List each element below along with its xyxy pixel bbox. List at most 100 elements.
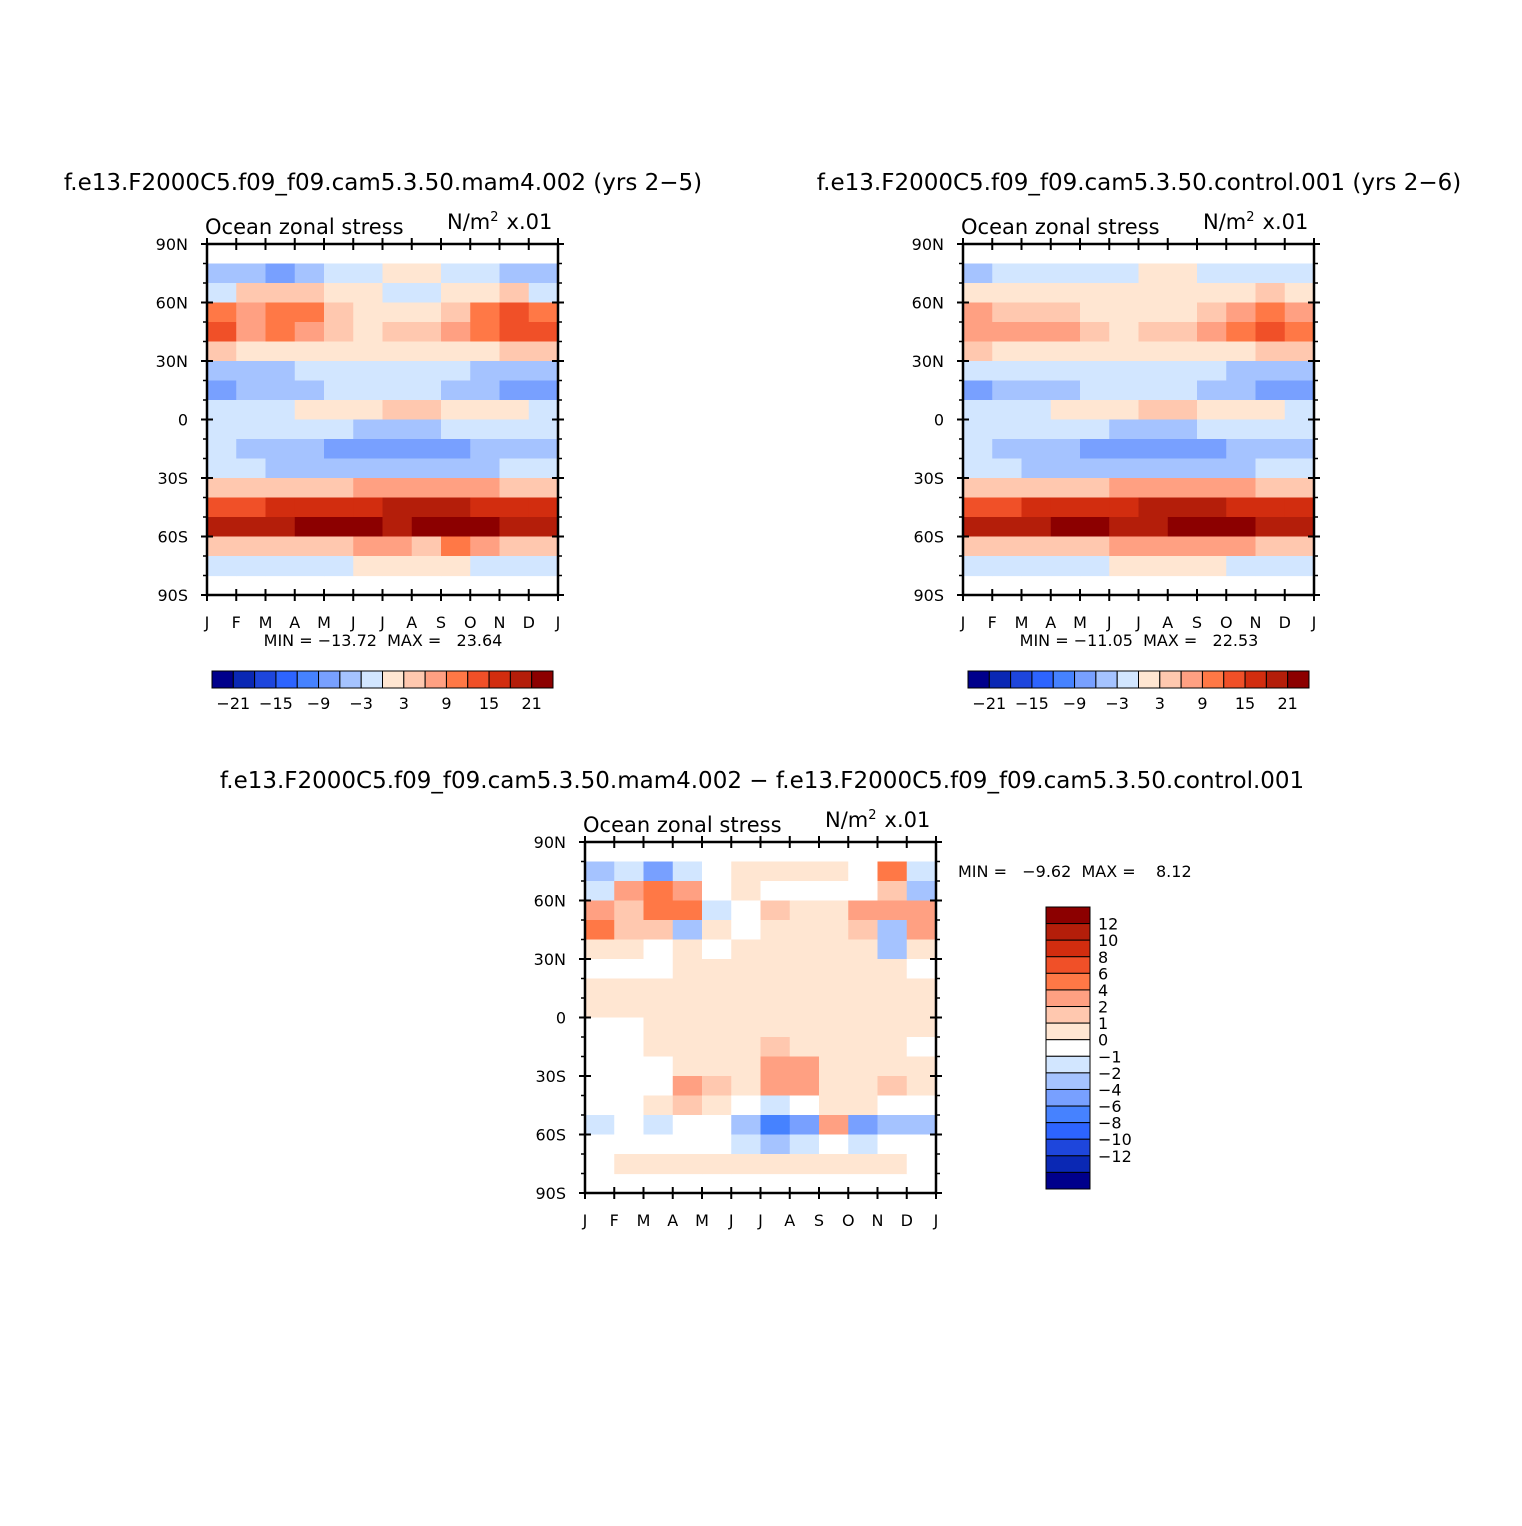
heatmap-cell (411, 556, 442, 577)
colorbar-swatch (1045, 1039, 1091, 1057)
heatmap-cell (992, 380, 1023, 401)
y-tick-label: 30S (157, 469, 188, 488)
colorbar-swatch (211, 670, 234, 689)
heatmap-cell (382, 302, 413, 323)
heatmap-cell (731, 1095, 762, 1116)
heatmap-cell (207, 478, 237, 499)
heatmap-cell (353, 341, 384, 362)
heatmap-cell (614, 978, 645, 999)
heatmap-cell (528, 302, 559, 323)
y-tick-label: 90N (912, 235, 944, 254)
heatmap-cell (1197, 419, 1227, 440)
heatmap-cell (1226, 556, 1257, 577)
heatmap-cell (1167, 341, 1198, 362)
units-label: N/m2 x.01 (447, 210, 552, 234)
heatmap-cell (1255, 380, 1286, 401)
heatmap-cell (265, 361, 296, 382)
colorbar-label: −8 (1098, 1114, 1122, 1133)
colorbar-label: −21 (216, 694, 250, 713)
heatmap-cell (411, 517, 442, 538)
heatmap-cell (1167, 400, 1198, 421)
heatmap-cell (1226, 400, 1257, 421)
heatmap-cell (963, 302, 993, 323)
heatmap-cell (441, 419, 471, 440)
heatmap-cell (906, 900, 937, 921)
colorbar-label: 2 (1098, 998, 1108, 1017)
heatmap-cell (963, 283, 993, 304)
colorbar-swatch (232, 670, 256, 689)
heatmap-cell (848, 900, 879, 921)
y-tick-label: 30N (534, 950, 566, 969)
heatmap-cell (207, 302, 237, 323)
heatmap-cell (731, 998, 762, 1019)
heatmap-cell (702, 959, 732, 980)
x-tick-label: A (406, 613, 417, 632)
colorbar-label: 15 (479, 694, 499, 713)
heatmap-cell (848, 881, 879, 902)
colorbar-swatch (1045, 1072, 1091, 1090)
heatmap-cell (441, 283, 471, 304)
heatmap-cell (528, 361, 559, 382)
heatmap-cell (672, 939, 703, 960)
heatmap-cell (789, 1134, 820, 1155)
heatmap-cell (207, 536, 237, 557)
heatmap-cell (702, 920, 732, 941)
heatmap-cell (324, 263, 354, 284)
heatmap-cell (1109, 263, 1140, 284)
heatmap-cell (353, 302, 384, 323)
heatmap-cell (470, 263, 501, 284)
heatmap-cell (614, 1154, 645, 1175)
heatmap-cell (848, 1095, 879, 1116)
heatmap-cell (236, 341, 267, 362)
heatmap-cell (614, 939, 645, 960)
heatmap-cell (760, 1095, 791, 1116)
heatmap-cell (702, 1134, 732, 1155)
heatmap-cell (236, 458, 267, 479)
heatmap-cell (1255, 361, 1286, 382)
heatmap-cell (760, 1017, 791, 1038)
heatmap-cell (353, 556, 384, 577)
colorbar-swatch (1201, 670, 1225, 689)
heatmap-cell (585, 1056, 615, 1077)
heatmap-cell (382, 497, 413, 518)
heatmap-cell (236, 400, 267, 421)
x-tick-label: A (1045, 613, 1056, 632)
colorbar-swatch (531, 670, 554, 689)
heatmap-cell (236, 322, 267, 343)
units-superscript: 2 (490, 210, 498, 225)
x-tick-label: J (728, 1211, 734, 1230)
y-tick-label: 30S (535, 1067, 566, 1086)
heatmap-cell (470, 283, 501, 304)
heatmap-cell (585, 1095, 615, 1116)
heatmap-cell (1050, 361, 1081, 382)
units-scale: x.01 (885, 808, 931, 832)
colorbar-swatch (1159, 670, 1182, 689)
heatmap-cell (1284, 263, 1315, 284)
heatmap-cell (731, 1017, 762, 1038)
colorbar-swatch (254, 670, 277, 689)
heatmap-cell (265, 497, 296, 518)
heatmap-cell (789, 998, 820, 1019)
heatmap-cell (353, 361, 384, 382)
heatmap-cell (1138, 478, 1169, 499)
heatmap-cell (499, 497, 530, 518)
panel-title: Ocean zonal stress (205, 215, 404, 239)
heatmap-cell (382, 400, 413, 421)
panel-title: Ocean zonal stress (961, 215, 1160, 239)
heatmap-cell (294, 263, 325, 284)
heatmap-cell (499, 380, 530, 401)
colorbar-label: 1 (1098, 1014, 1108, 1033)
colorbar-label: −9 (1063, 694, 1087, 713)
heatmap-cell (906, 881, 937, 902)
heatmap-cell (819, 998, 849, 1019)
heatmap-cell (1138, 439, 1169, 460)
heatmap-cell (528, 497, 559, 518)
heatmap-cell (1080, 263, 1110, 284)
heatmap-cell (819, 1017, 849, 1038)
heatmap-cell (819, 920, 849, 941)
heatmap-cell (1197, 302, 1227, 323)
colorbar-label: 9 (1197, 694, 1207, 713)
heatmap-cell (819, 959, 849, 980)
heatmap-cell (265, 380, 296, 401)
